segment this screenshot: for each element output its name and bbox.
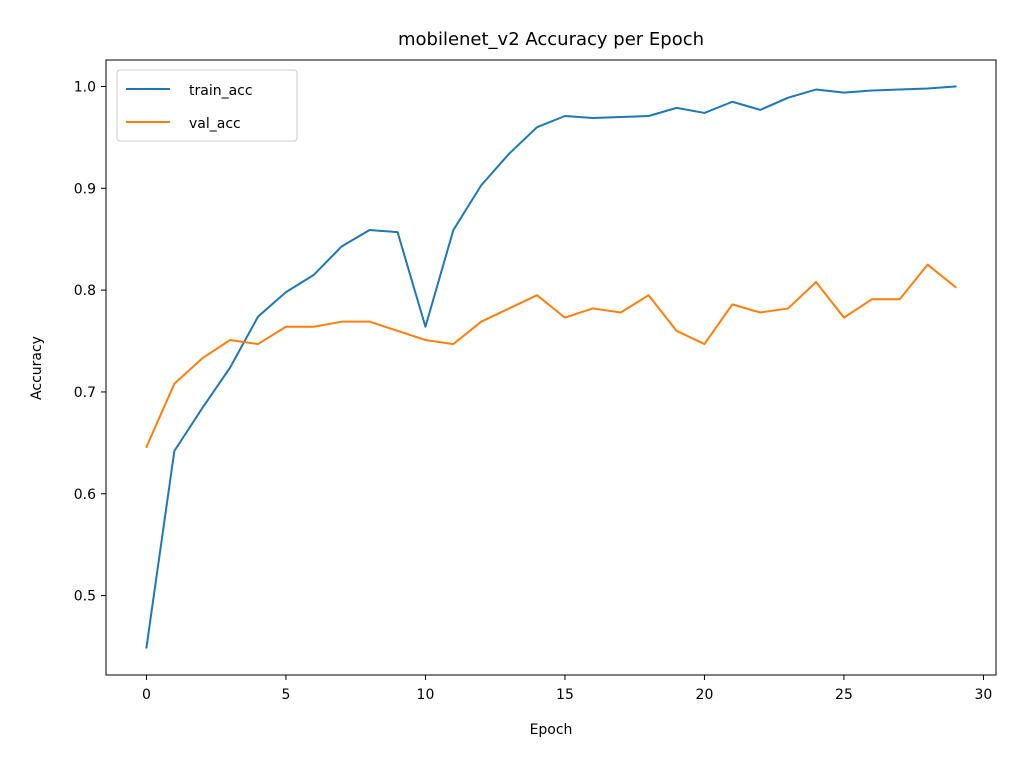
plot-series — [145, 85, 957, 649]
y-tick-label: 0.9 — [74, 181, 96, 197]
x-tick-label: 25 — [835, 687, 853, 703]
x-tick-label: 30 — [975, 687, 993, 703]
x-tick-label: 15 — [556, 687, 574, 703]
y-tick-label: 0.8 — [74, 283, 96, 299]
y-tick-label: 0.5 — [74, 589, 96, 605]
x-axis: 0 5 10 15 20 25 30 — [142, 675, 992, 703]
y-tick-label: 0.7 — [74, 385, 96, 401]
x-axis-label: Epoch — [530, 722, 573, 738]
chart-title: mobilenet_v2 Accuracy per Epoch — [398, 29, 704, 50]
y-tick-label: 0.6 — [74, 487, 96, 503]
legend-box — [116, 69, 298, 142]
legend-label-val_acc: val_acc — [189, 116, 241, 132]
x-tick-label: 20 — [696, 687, 714, 703]
series-line-val_acc — [145, 263, 957, 449]
x-tick-label: 5 — [281, 687, 290, 703]
legend: train_acc val_acc — [116, 69, 298, 142]
y-axis: 0.5 0.6 0.7 0.8 0.9 1.0 — [74, 79, 106, 605]
legend-label-train_acc: train_acc — [189, 83, 253, 99]
x-tick-label: 0 — [142, 687, 151, 703]
y-axis-label: Accuracy — [29, 336, 45, 400]
plot-frame — [105, 59, 997, 676]
series-line-train_acc — [145, 85, 957, 649]
x-tick-label: 10 — [417, 687, 435, 703]
y-tick-label: 1.0 — [74, 79, 96, 95]
